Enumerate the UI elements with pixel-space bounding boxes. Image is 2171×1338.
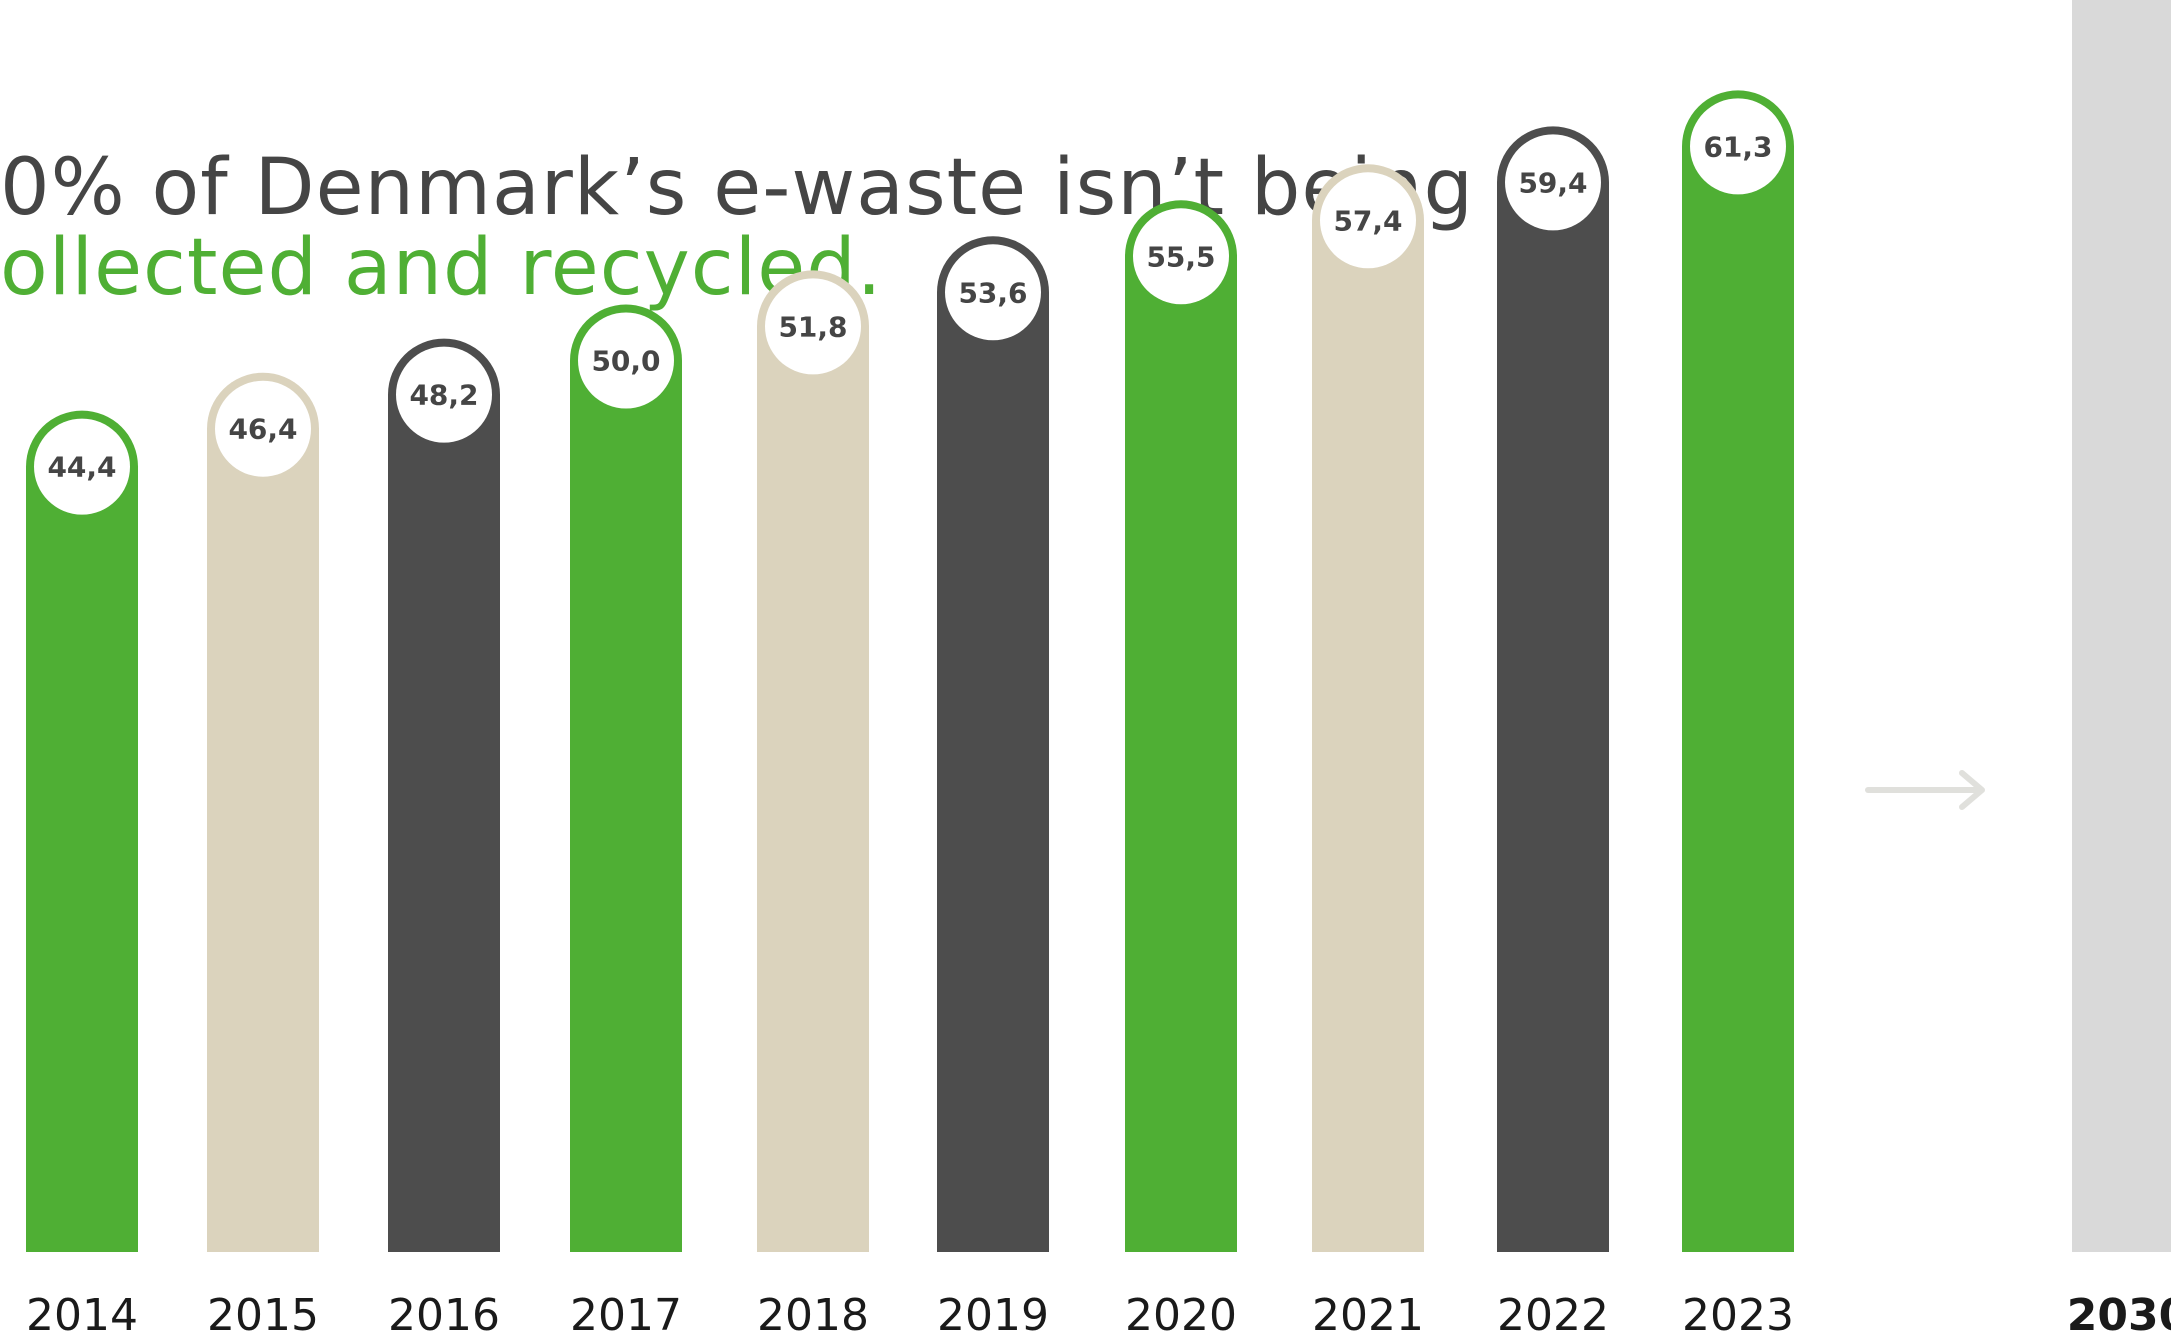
bar-group-2021: 57,4 2021	[1312, 164, 1424, 1338]
value-label-2021: 57,4	[1333, 204, 1402, 237]
bar-group-2015: 46,4 2015	[207, 372, 319, 1338]
value-bubble-2015	[215, 380, 311, 477]
arrow-right-icon	[1865, 770, 1985, 810]
value-bubble-2023	[1690, 98, 1786, 195]
value-label-2016: 48,2	[409, 379, 478, 412]
value-bubble-2022	[1505, 134, 1601, 231]
bar-group-2017: 50,0 2017	[570, 304, 682, 1338]
headline-line-1: 0% of Denmark’s e-waste isn’t being	[0, 143, 1475, 233]
value-label-2014: 44,4	[47, 451, 116, 484]
bar-group-2019: 53,6 2019	[937, 236, 1049, 1338]
value-label-2017: 50,0	[591, 345, 660, 378]
headline-line-2: ollected and recycled.	[0, 223, 883, 313]
bar-2014	[26, 410, 138, 1253]
x-tick-label-2018: 2018	[757, 1290, 869, 1338]
value-bubble-2018	[765, 278, 861, 375]
value-bubble-2017	[578, 312, 674, 409]
x-tick-label-2015: 2015	[207, 1290, 319, 1338]
bar-2018	[757, 270, 869, 1253]
bar-2030	[2072, 0, 2171, 1252]
bar-2017	[570, 304, 682, 1253]
bar-2023	[1682, 90, 1794, 1253]
x-tick-label-2030: 2030	[2067, 1290, 2171, 1338]
x-tick-label-2023: 2023	[1682, 1290, 1794, 1338]
chart-headline: 0% of Denmark’s e-waste isn’t being olle…	[0, 148, 1474, 308]
x-tick-label-2022: 2022	[1497, 1290, 1609, 1338]
value-label-2023: 61,3	[1703, 130, 1772, 163]
bar-group-2018: 51,8 2018	[757, 270, 869, 1338]
value-label-2022: 59,4	[1518, 166, 1587, 199]
value-label-2020: 55,5	[1146, 240, 1215, 273]
x-tick-label-2019: 2019	[937, 1290, 1049, 1338]
bar-2019	[937, 236, 1049, 1252]
bar-group-2014: 44,4 2014	[26, 410, 138, 1338]
bar-2022	[1497, 126, 1609, 1253]
bar-group-2022: 59,4 2022	[1497, 126, 1609, 1338]
bar-group-2020: 55,5 2020	[1125, 200, 1237, 1338]
value-label-2018: 51,8	[778, 310, 847, 343]
value-bubble-2016	[396, 346, 492, 443]
x-tick-label-2016: 2016	[388, 1290, 500, 1338]
x-tick-label-2014: 2014	[26, 1290, 138, 1338]
x-tick-label-2020: 2020	[1125, 1290, 1237, 1338]
bar-2021	[1312, 164, 1424, 1252]
value-label-2019: 53,6	[958, 276, 1027, 309]
value-label-2015: 46,4	[228, 413, 297, 446]
value-bubble-2019	[945, 244, 1041, 341]
x-tick-label-2017: 2017	[570, 1290, 682, 1338]
x-tick-label-2021: 2021	[1312, 1290, 1424, 1338]
bars-layer: 44,4 2014 46,4 2015 48,2 2016 50,0 2017 51,8 2018…	[26, 0, 2171, 1338]
bar-2015	[207, 372, 319, 1253]
bar-group-2030: 74,72030	[2067, 0, 2171, 1338]
bar-2016	[388, 338, 500, 1252]
bar-group-2023: 61,3 2023	[1682, 90, 1794, 1338]
value-bubble-2021	[1320, 172, 1416, 269]
bar-2020	[1125, 200, 1237, 1252]
value-bubble-2014	[34, 418, 130, 515]
bar-group-2016: 48,2 2016	[388, 338, 500, 1338]
value-bubble-2020	[1133, 208, 1229, 305]
